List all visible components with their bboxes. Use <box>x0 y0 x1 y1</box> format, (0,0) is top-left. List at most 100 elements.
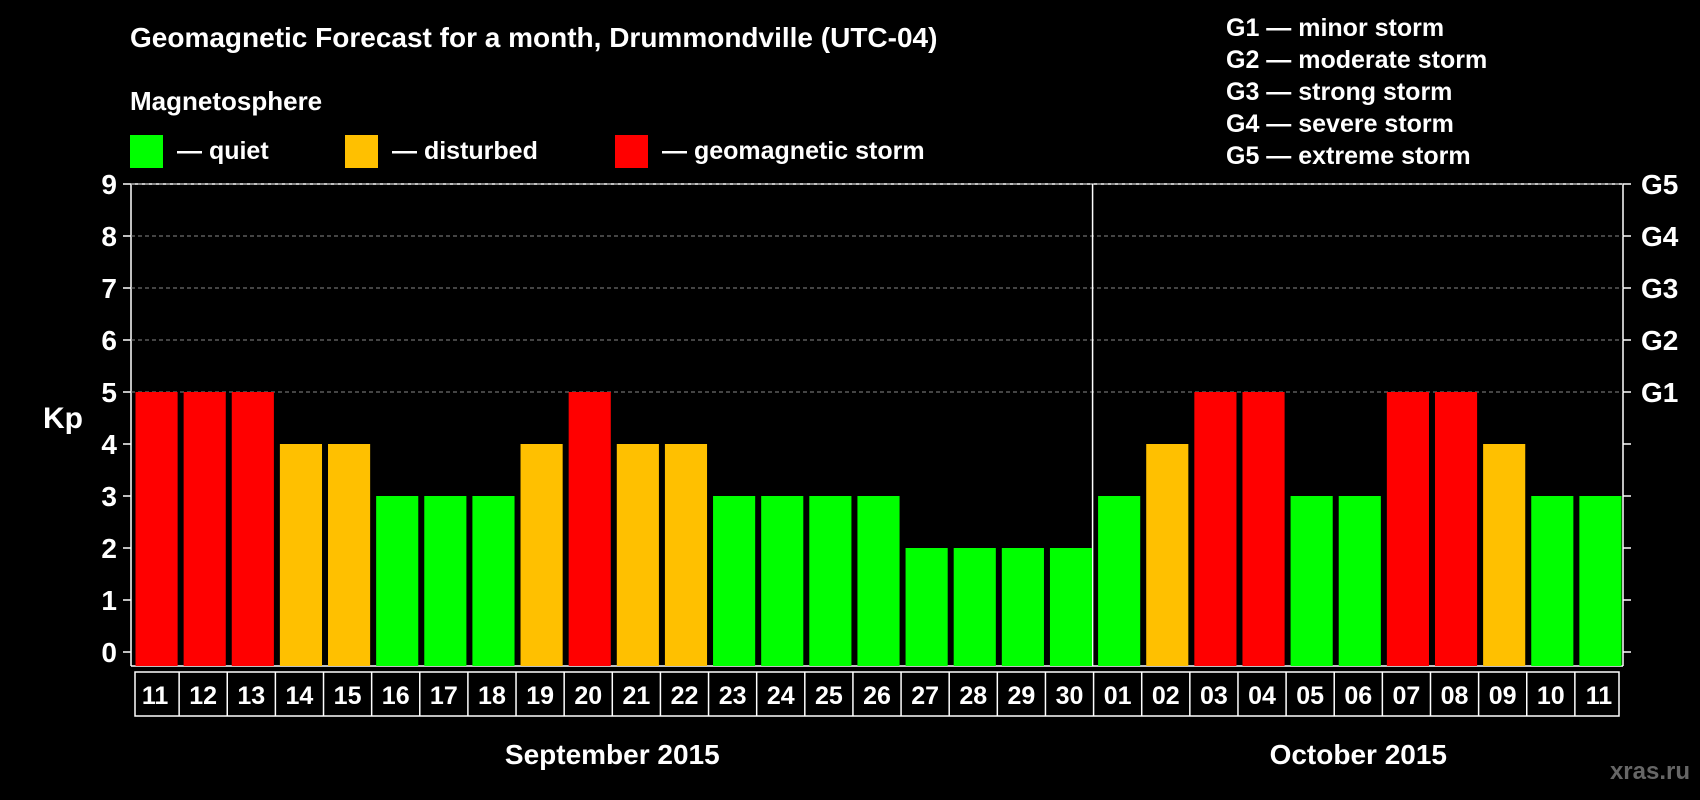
g-scale-item-g4: G4 — severe storm <box>1226 110 1454 138</box>
day-label-4: 14 <box>286 682 314 710</box>
bar-day-6 <box>376 496 419 666</box>
day-label-17: 27 <box>911 682 939 710</box>
day-label-14: 24 <box>767 682 795 710</box>
legend-disturbed: — disturbed <box>345 134 538 168</box>
watermark: xras.ru <box>1609 758 1690 785</box>
day-label-20: 30 <box>1056 682 1084 710</box>
day-label-13: 23 <box>719 682 747 710</box>
day-label-10: 20 <box>574 682 602 710</box>
legend-disturbed-swatch <box>345 134 378 168</box>
y-tick-label-4: 4 <box>101 429 117 460</box>
y-tick-label-0: 0 <box>101 637 117 668</box>
legend-quiet-swatch <box>130 134 163 168</box>
bar-day-15 <box>809 496 852 666</box>
day-label-29: 09 <box>1489 682 1517 710</box>
y-tick-label-8: 8 <box>101 221 117 252</box>
y-tick-label-1: 1 <box>101 585 117 616</box>
bar-day-25 <box>1290 496 1333 666</box>
y-tick-label-9: 9 <box>101 169 117 200</box>
y-axis-label: Kp <box>43 402 83 435</box>
day-label-24: 04 <box>1248 682 1276 710</box>
bar-day-3 <box>231 392 274 666</box>
bar-day-22 <box>1146 444 1189 666</box>
legend-storm: — geomagnetic storm <box>615 134 925 168</box>
bar-day-21 <box>1098 496 1141 666</box>
bar-day-20 <box>1049 548 1093 666</box>
bar-day-26 <box>1338 496 1381 666</box>
day-label-11: 21 <box>622 682 650 710</box>
bar-day-31 <box>1579 496 1622 666</box>
y-tick-label-2: 2 <box>101 533 117 564</box>
g-axis-label-g5: G5 <box>1641 169 1678 200</box>
legend-storm-label: — geomagnetic storm <box>662 136 925 165</box>
legend-storm-swatch <box>615 134 648 168</box>
bar-day-17 <box>905 548 948 666</box>
g-scale-item-g5: G5 — extreme storm <box>1226 142 1471 170</box>
g-axis-label-g4: G4 <box>1641 221 1679 252</box>
g-scale-item-g2: G2 — moderate storm <box>1226 46 1488 74</box>
legend-quiet-label: — quiet <box>177 136 269 165</box>
bar-day-10 <box>568 392 611 666</box>
y-tick-label-3: 3 <box>101 481 117 512</box>
bar-day-11 <box>616 444 659 666</box>
day-label-2: 12 <box>189 682 217 710</box>
day-label-19: 29 <box>1007 682 1035 710</box>
day-label-16: 26 <box>863 682 891 710</box>
day-labels-frame <box>134 671 1620 717</box>
day-label-22: 02 <box>1152 682 1180 710</box>
bar-day-23 <box>1194 392 1237 666</box>
bar-day-30 <box>1531 496 1574 666</box>
g-axis-label-g3: G3 <box>1641 273 1678 304</box>
y-tick-label-5: 5 <box>101 377 117 408</box>
legend-disturbed-label: — disturbed <box>392 136 538 165</box>
day-label-8: 18 <box>478 682 506 710</box>
y-tick-label-7: 7 <box>101 273 117 304</box>
bar-day-13 <box>713 496 756 666</box>
day-label-25: 05 <box>1296 682 1324 710</box>
bar-day-8 <box>472 496 515 666</box>
day-label-18: 28 <box>959 682 987 710</box>
y-tick-label-6: 6 <box>101 325 117 356</box>
month-label-2: October 2015 <box>1270 739 1447 770</box>
day-label-12: 22 <box>671 682 699 710</box>
day-label-1: 11 <box>142 682 169 710</box>
bar-day-29 <box>1483 444 1526 666</box>
bar-day-16 <box>857 496 900 666</box>
g-axis-label-g1: G1 <box>1641 377 1678 408</box>
chart-title: Geomagnetic Forecast for a month, Drummo… <box>130 22 938 53</box>
bar-day-2 <box>183 392 226 666</box>
day-label-23: 03 <box>1200 682 1228 710</box>
bar-day-28 <box>1434 392 1478 666</box>
g-scale-legend: G1 — minor storm G2 — moderate storm G3 … <box>1226 12 1487 172</box>
bar-day-14 <box>761 496 804 666</box>
magnetosphere-label: Magnetosphere <box>130 86 323 116</box>
bar-day-24 <box>1242 392 1285 666</box>
day-label-28: 08 <box>1441 682 1469 710</box>
bar-day-5 <box>328 444 371 666</box>
day-label-27: 07 <box>1393 682 1421 710</box>
day-label-21: 01 <box>1104 682 1132 710</box>
bar-day-1 <box>135 392 178 666</box>
bar-day-12 <box>664 444 708 666</box>
day-label-31: 11 <box>1586 682 1613 710</box>
g-axis-label-g2: G2 <box>1641 325 1678 356</box>
bar-day-9 <box>520 444 563 666</box>
g-scale-item-g3: G3 — strong storm <box>1226 78 1453 106</box>
bar-day-7 <box>424 496 467 666</box>
month-label-1: September 2015 <box>505 739 720 770</box>
day-label-15: 25 <box>815 682 843 710</box>
day-label-7: 17 <box>430 682 458 710</box>
legend-quiet: — quiet <box>130 134 269 168</box>
day-label-30: 10 <box>1537 682 1565 710</box>
day-label-9: 19 <box>526 682 554 710</box>
g-scale-item-g1: G1 — minor storm <box>1226 14 1445 42</box>
bar-day-19 <box>1001 548 1044 666</box>
day-label-5: 15 <box>334 682 362 710</box>
bar-day-18 <box>953 548 996 666</box>
day-label-6: 16 <box>382 682 410 710</box>
day-label-26: 06 <box>1344 682 1372 710</box>
day-label-3: 13 <box>237 682 265 710</box>
bar-day-27 <box>1386 392 1429 666</box>
bar-day-4 <box>279 444 323 666</box>
